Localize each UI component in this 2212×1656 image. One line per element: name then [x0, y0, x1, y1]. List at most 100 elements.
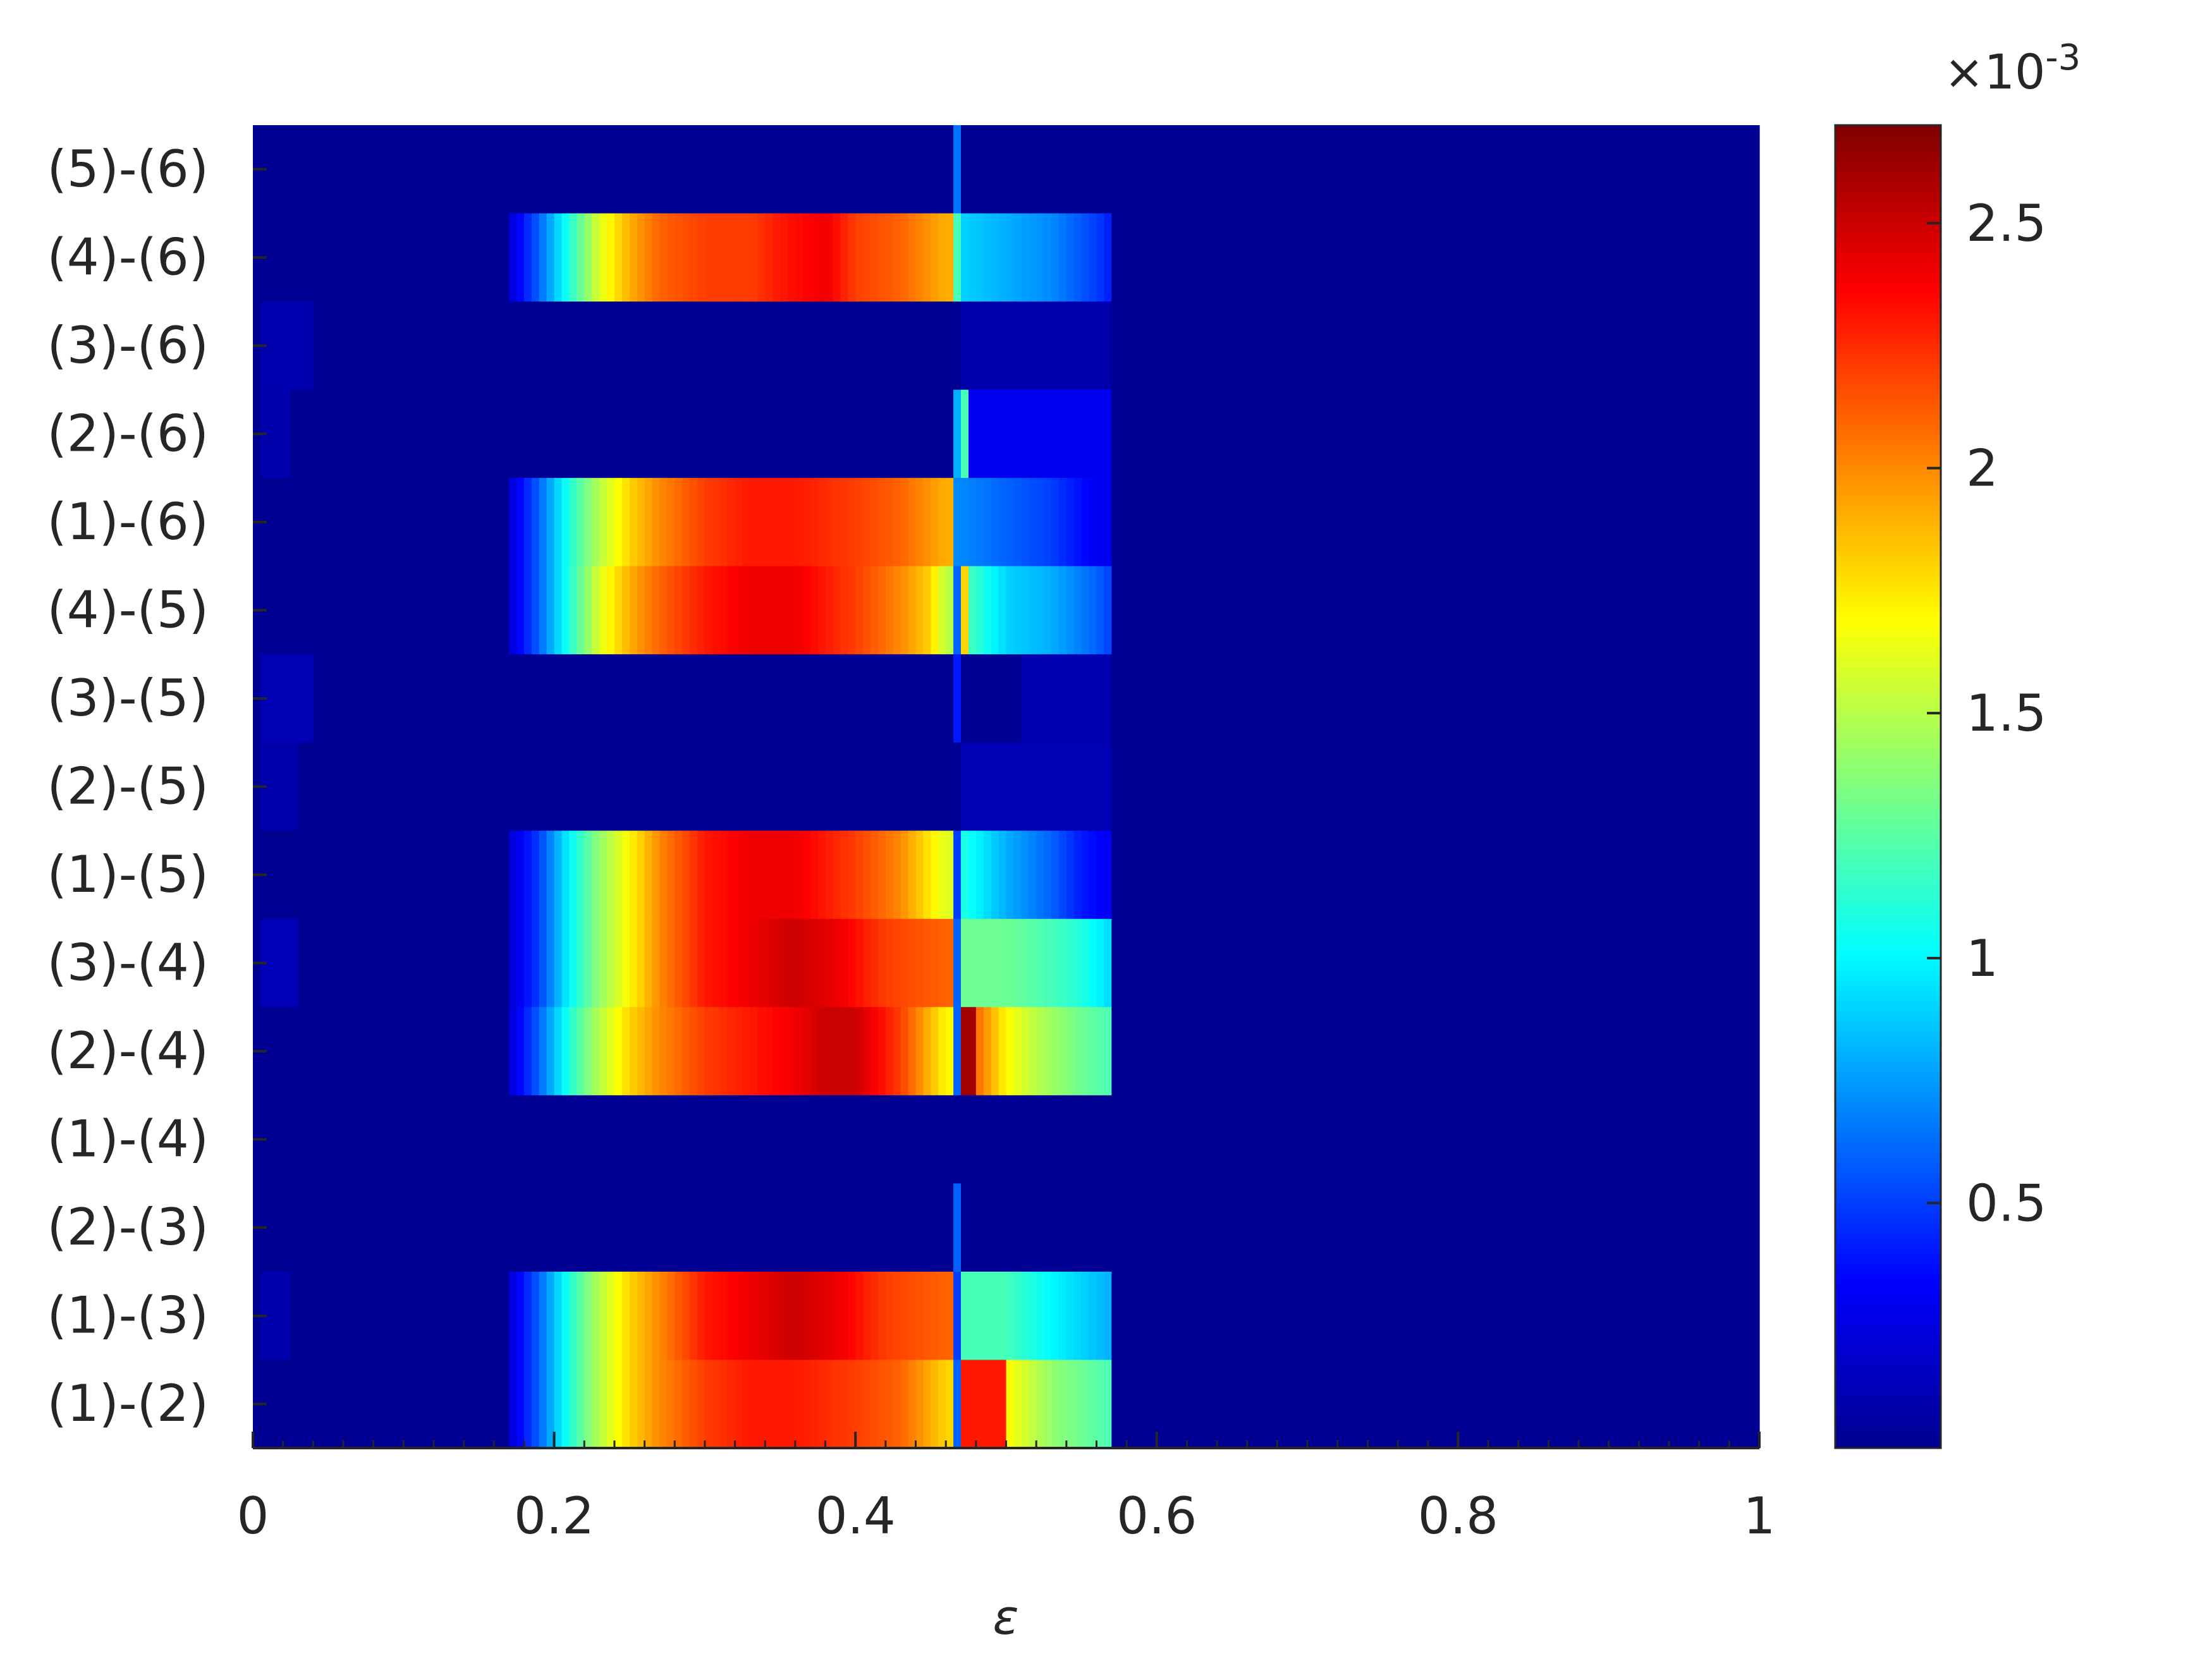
heatmap-cell	[659, 213, 668, 302]
heatmap-cell	[1473, 831, 1481, 920]
heatmap-cell	[848, 301, 856, 391]
heatmap-cell	[350, 1271, 359, 1361]
heatmap-cell	[953, 125, 962, 214]
heatmap-cell	[1601, 125, 1610, 214]
heatmap-cell	[825, 301, 834, 391]
heatmap-cell	[675, 1183, 683, 1272]
heatmap-cell	[1631, 918, 1639, 1008]
heatmap-cell	[1134, 1095, 1142, 1184]
heatmap-cell	[1691, 478, 1700, 567]
heatmap-cell	[1541, 478, 1549, 567]
x-tick-label: 0.6	[1116, 1487, 1197, 1545]
heatmap-cell	[1013, 918, 1022, 1008]
heatmap-cell	[1398, 1360, 1406, 1449]
heatmap-cell	[1556, 831, 1564, 920]
heatmap-cell	[690, 742, 698, 831]
heatmap-cell	[358, 831, 367, 920]
heatmap-cell	[1390, 125, 1398, 214]
heatmap-cell	[1450, 918, 1458, 1008]
heatmap-cell	[652, 566, 661, 655]
heatmap-cell	[1691, 566, 1700, 655]
heatmap-cell	[614, 1183, 623, 1272]
heatmap-cell	[877, 654, 886, 743]
heatmap-cell	[1217, 1007, 1225, 1096]
heatmap-cell	[1533, 654, 1542, 743]
heatmap-cell	[735, 1095, 743, 1184]
heatmap-cell	[817, 125, 826, 214]
heatmap-cell	[321, 125, 329, 214]
heatmap-cell	[509, 125, 517, 214]
heatmap-cell	[1375, 389, 1383, 478]
heatmap-cell	[1187, 478, 1195, 567]
heatmap-cell	[773, 125, 781, 214]
heatmap-cell	[704, 1007, 713, 1096]
heatmap-cell	[1367, 654, 1376, 743]
heatmap-cell	[1518, 831, 1527, 920]
heatmap-cell	[1383, 1271, 1391, 1361]
heatmap-cell	[1367, 125, 1376, 214]
heatmap-cell	[742, 125, 750, 214]
heatmap-cell	[1262, 125, 1271, 214]
heatmap-cell	[1669, 566, 1677, 655]
heatmap-cell	[1202, 1271, 1210, 1361]
heatmap-cell	[682, 478, 690, 567]
heatmap-cell	[1420, 125, 1429, 214]
heatmap-cell	[1225, 831, 1233, 920]
heatmap-cell	[1616, 213, 1625, 302]
heatmap-cell	[1073, 213, 1082, 302]
heatmap-cell	[1737, 301, 1745, 391]
heatmap-cell	[411, 478, 419, 567]
heatmap-cell	[1337, 213, 1346, 302]
heatmap-cell	[1277, 1007, 1285, 1096]
heatmap-cell	[1285, 831, 1293, 920]
heatmap-cell	[675, 389, 683, 478]
heatmap-cell	[855, 1360, 864, 1449]
heatmap-cell	[328, 742, 336, 831]
heatmap-cell	[1352, 1007, 1361, 1096]
heatmap-cell	[554, 389, 563, 478]
heatmap-cell	[629, 1095, 638, 1184]
heatmap-cell	[1096, 654, 1104, 743]
heatmap-cell	[1134, 1271, 1142, 1361]
heatmap-cell	[629, 831, 638, 920]
heatmap-cell	[863, 301, 871, 391]
heatmap-cell	[1571, 742, 1579, 831]
heatmap-cell	[403, 125, 412, 214]
heatmap-cell	[675, 125, 683, 214]
heatmap-cell	[501, 1007, 510, 1096]
heatmap-cell	[494, 1095, 502, 1184]
heatmap-cell	[1737, 389, 1745, 478]
heatmap-cell	[621, 301, 630, 391]
heatmap-cell	[1579, 125, 1587, 214]
heatmap-cell	[1187, 1007, 1195, 1096]
heatmap-cell	[1518, 389, 1527, 478]
heatmap-cell	[1127, 1360, 1135, 1449]
heatmap-cell	[1639, 831, 1647, 920]
heatmap-cell	[1231, 742, 1240, 831]
heatmap-cell	[1503, 1360, 1512, 1449]
heatmap-cell	[1254, 1095, 1263, 1184]
heatmap-cell	[780, 1007, 788, 1096]
heatmap-cell	[1013, 1095, 1022, 1184]
heatmap-cell	[267, 1271, 276, 1361]
heatmap-cell	[1593, 478, 1602, 567]
heatmap-cell	[1029, 1183, 1037, 1272]
heatmap-cell	[1601, 478, 1610, 567]
heatmap-cell	[1337, 742, 1346, 831]
heatmap-cell	[479, 918, 487, 1008]
heatmap-cell	[607, 1271, 615, 1361]
heatmap-cell	[313, 566, 321, 655]
heatmap-cell	[659, 918, 668, 1008]
heatmap-cell	[463, 918, 472, 1008]
heatmap-cell	[1066, 1007, 1075, 1096]
heatmap-cell	[1646, 742, 1654, 831]
heatmap-cell	[1307, 742, 1316, 831]
heatmap-cell	[1202, 831, 1210, 920]
heatmap-cell	[1465, 301, 1474, 391]
heatmap-cell	[1473, 1095, 1481, 1184]
heatmap-cell	[1646, 654, 1654, 743]
heatmap-cell	[1352, 654, 1361, 743]
heatmap-cell	[1104, 1360, 1112, 1449]
heatmap-cell	[675, 1007, 683, 1096]
heatmap-cell	[1541, 742, 1549, 831]
